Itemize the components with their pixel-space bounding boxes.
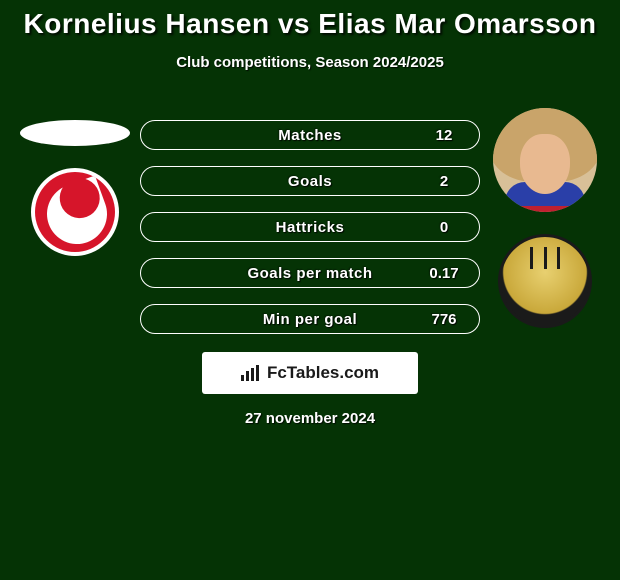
stat-label: Matches — [211, 127, 409, 144]
bar-chart-icon — [241, 365, 261, 381]
stat-row-min-per-goal: Min per goal 776 — [140, 304, 480, 334]
page-title: Kornelius Hansen vs Elias Mar Omarsson — [0, 0, 620, 40]
stat-row-goals: Goals 2 — [140, 166, 480, 196]
stat-right-value: 776 — [409, 311, 479, 328]
footer-date: 27 november 2024 — [0, 410, 620, 427]
stat-right-value: 0 — [409, 219, 479, 236]
stat-label: Goals per match — [211, 265, 409, 282]
stat-row-matches: Matches 12 — [140, 120, 480, 150]
stat-right-value: 12 — [409, 127, 479, 144]
stat-right-value: 0.17 — [409, 265, 479, 282]
stat-row-hattricks: Hattricks 0 — [140, 212, 480, 242]
stat-label: Min per goal — [211, 311, 409, 328]
club-right-logo — [498, 234, 592, 328]
player-right-photo — [493, 108, 597, 212]
subtitle: Club competitions, Season 2024/2025 — [0, 54, 620, 71]
stat-label: Hattricks — [211, 219, 409, 236]
comparison-card: Kornelius Hansen vs Elias Mar Omarsson C… — [0, 0, 620, 580]
stat-rows: Matches 12 Goals 2 Hattricks 0 Goals per… — [140, 120, 480, 350]
player-left-photo-placeholder — [20, 120, 130, 146]
club-left-logo — [31, 168, 119, 256]
right-column — [485, 108, 605, 328]
footer-brand-label: FcTables.com — [267, 363, 379, 383]
left-column — [15, 108, 135, 256]
footer-brand[interactable]: FcTables.com — [202, 352, 418, 394]
stat-right-value: 2 — [409, 173, 479, 190]
stat-label: Goals — [211, 173, 409, 190]
stat-row-goals-per-match: Goals per match 0.17 — [140, 258, 480, 288]
